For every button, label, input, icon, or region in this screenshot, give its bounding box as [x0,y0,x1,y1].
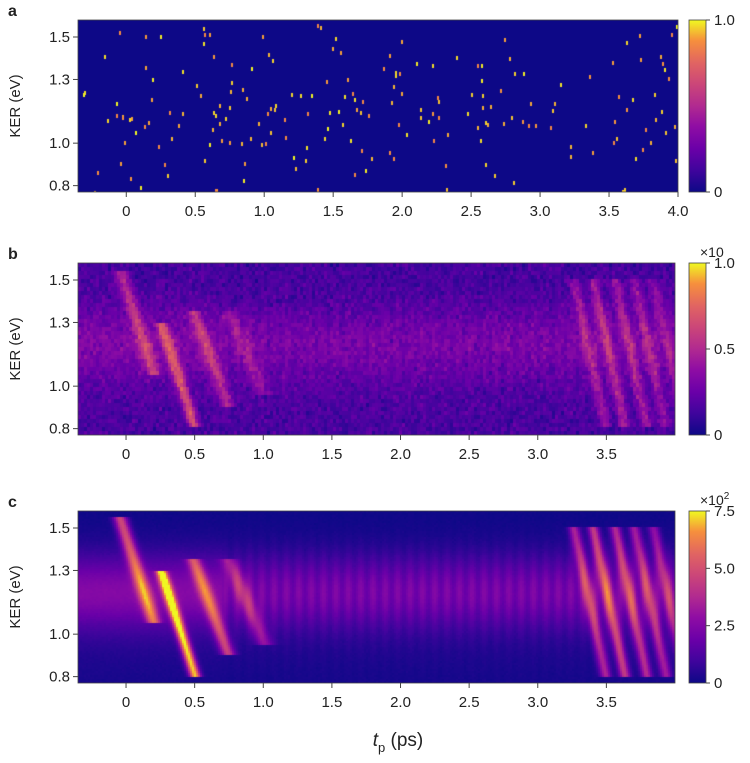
x-axis-label-unit: (ps) [385,730,423,751]
x-tick-label-c: 2.0 [390,694,411,711]
x-tick-label-c: 3.0 [527,694,548,711]
colorbar-tick-label-a: 0 [714,184,722,201]
y-tick-label-b: 1.0 [49,378,70,395]
colorbar-tick-label-b: 0.5 [714,341,735,358]
heatmap-image-c [78,511,675,683]
colorbar-tick-label-c: 2.5 [714,618,735,635]
y-tick-label-c: 1.5 [49,520,70,537]
x-axis-label-subscript: p [378,740,385,755]
x-tick-label-a: 0.5 [185,203,206,220]
x-tick-label-a: 4.0 [668,203,689,220]
plot-frame-b [77,262,676,436]
panel-a: a 0.8 1.0 1.3 1.5 0 0.5 1.0 1.5 2.0 2.5 3.0 3.5 4.0 KE… [7,3,735,220]
colorbar-tick-label-c: 0 [714,675,722,692]
panel-label-c: c [8,494,17,511]
x-tick-label-c: 0 [122,694,130,711]
colorbar-tick-label-a: 1.0 [714,12,735,29]
panel-b: b 0.8 1.0 1.3 1.5 0 0.5 1.0 1.5 2.0 2.5 3.0 3.5 KER (… [7,244,735,463]
y-tick-label-a: 1.3 [49,71,70,88]
x-tick-label-a: 3.0 [530,203,551,220]
y-axis-label-c: KER (eV) [7,565,24,628]
x-tick-label-b: 1.0 [253,446,274,463]
x-tick-label-a: 3.5 [599,203,620,220]
plot-frame-a [77,19,679,193]
x-tick-label-b: 0.5 [184,446,205,463]
x-tick-label-b: 0 [122,446,130,463]
y-tick-label-c: 1.3 [49,562,70,579]
colorbar-tick-label-c: 5.0 [714,560,735,577]
colorbar-multiplier-c: ×102 [700,491,730,508]
colorbar-tick-label-b: 1.0 [714,255,735,272]
panel-c: c 0.8 1.0 1.3 1.5 0 0.5 1.0 1.5 2.0 2.5 3.0 3.5 KER (… [7,491,735,711]
x-tick-label-b: 3.0 [527,446,548,463]
y-axis-label-a: KER (eV) [7,74,24,137]
y-tick-label-c: 0.8 [49,669,70,686]
y-tick-label-c: 1.0 [49,626,70,643]
y-tick-label-a: 1.0 [49,135,70,152]
panel-label-b: b [8,246,18,263]
x-tick-label-b: 1.5 [321,446,342,463]
x-tick-label-a: 1.0 [254,203,275,220]
x-tick-label-c: 3.5 [596,694,617,711]
y-tick-label-b: 0.8 [49,421,70,438]
x-tick-label-c: 2.5 [459,694,480,711]
colorbar-multiplier-b: ×10 [700,244,724,260]
y-tick-label-a: 0.8 [49,178,70,195]
x-tick-label-b: 2.5 [459,446,480,463]
y-tick-label-a: 1.5 [49,29,70,46]
heatmap-image-a [78,20,678,192]
x-tick-label-a: 2.0 [392,203,413,220]
colorbar-tick-label-b: 0 [714,427,722,444]
heatmap-image-b [78,263,675,435]
colorbar-tick-label-c: 7.5 [714,503,735,520]
colorbar-c [688,510,707,684]
plot-frame-c [77,510,676,684]
x-tick-label-a: 2.5 [461,203,482,220]
colorbar-a [688,19,707,193]
panel-label-a: a [8,3,17,20]
x-axis-label: tp (ps) [373,730,424,755]
y-tick-label-b: 1.3 [49,314,70,331]
x-tick-label-c: 1.0 [253,694,274,711]
x-tick-label-b: 3.5 [596,446,617,463]
x-tick-label-c: 1.5 [321,694,342,711]
x-tick-label-b: 2.0 [390,446,411,463]
y-axis-label-b: KER (eV) [7,317,24,380]
x-tick-label-a: 1.5 [323,203,344,220]
x-axis-label-symbol: t [373,730,379,751]
x-tick-label-c: 0.5 [184,694,205,711]
colorbar-b [688,262,707,436]
colorbar-multiplier-exponent: 2 [724,491,730,502]
y-tick-label-b: 1.5 [49,272,70,289]
x-tick-label-a: 0 [122,203,130,220]
